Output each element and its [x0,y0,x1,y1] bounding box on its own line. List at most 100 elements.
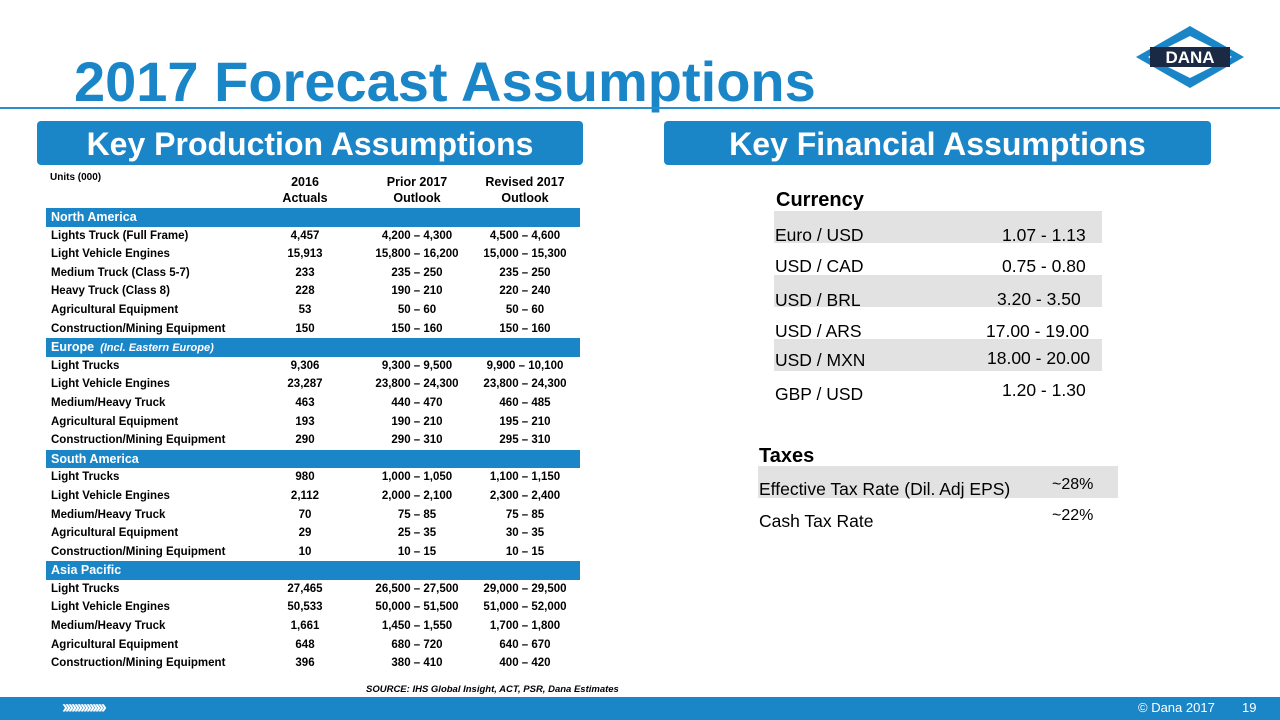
actuals-2016: 150 [295,322,315,335]
segment-name: Construction/Mining Equipment [51,545,226,558]
prior-outlook: 290 – 310 [391,434,443,447]
table-row: Lights Truck (Full Frame) 4,457 4,200 – 4,… [46,227,580,246]
prior-outlook: 1,000 – 1,050 [381,471,453,484]
revised-outlook: 30 – 35 [505,527,545,540]
table-row: Medium Truck (Class 5-7) 233 235 – 250 235 … [46,264,580,283]
revised-outlook: 220 – 240 [499,285,551,298]
col-header-line: 2016 [291,175,319,189]
segment-name: Agricultural Equipment [51,527,179,540]
region-name: Asia Pacific [51,563,122,578]
revised-outlook: 400 – 420 [499,657,551,670]
actuals-2016: 648 [295,638,315,651]
actuals-2016: 980 [295,471,315,484]
prior-outlook: 150 – 160 [391,322,443,335]
segment-name: Agricultural Equipment [51,638,179,651]
table-row: Construction/Mining Equipment 396 380 – 41… [46,654,580,673]
region-header: North America [46,208,580,227]
segment-name: Light Vehicle Engines [51,489,170,502]
region-label: Europe (Incl. Eastern Europe) [51,338,214,358]
segment-name: Light Vehicle Engines [51,378,170,391]
actuals-2016: 29 [298,527,312,540]
actuals-2016: 193 [295,415,315,428]
revised-outlook: 15,000 – 15,300 [483,248,567,261]
segment-name: Light Trucks [51,582,120,595]
col-header-line: Actuals [282,191,328,205]
revised-outlook: 23,800 – 24,300 [483,378,567,391]
prior-outlook: 440 – 470 [391,396,443,409]
prior-outlook: 1,450 – 1,550 [381,620,453,633]
currency-pair: USD / MXN [775,350,866,370]
actuals-2016: 70 [298,508,312,521]
currency-range: 3.20 - 3.50 [997,289,1081,309]
logo-text: DANA [1165,48,1214,67]
tax-label: Cash Tax Rate [759,511,874,531]
currency-range: 1.20 - 1.30 [1002,380,1086,400]
revised-outlook: 9,900 – 10,100 [486,359,564,372]
col-header-line: Revised 2017 [485,175,565,189]
revised-outlook: 460 – 485 [499,396,551,409]
actuals-2016: 50,533 [287,601,323,614]
currency-shade [774,339,1102,371]
segment-name: Construction/Mining Equipment [51,322,226,335]
page-title: 2017 Forecast Assumptions [74,50,816,113]
prior-outlook: 190 – 210 [391,285,443,298]
actuals-2016: 1,661 [290,620,320,633]
page-number: 19 [1242,700,1257,715]
table-row: Light Trucks 27,465 26,500 – 27,500 29,000 … [46,580,580,599]
table-row: Light Trucks 9,306 9,300 – 9,500 9,900 – 10… [46,357,580,376]
prior-outlook: 75 – 85 [397,508,437,521]
taxes-heading: Taxes [759,445,815,467]
revised-outlook: 1,100 – 1,150 [489,471,561,484]
prior-outlook: 15,800 – 16,200 [375,248,459,261]
segment-name: Lights Truck (Full Frame) [51,229,189,242]
production-banner: Key Production Assumptions [37,121,583,165]
actuals-2016: 233 [295,266,315,279]
actuals-2016: 9,306 [290,359,320,372]
segment-name: Construction/Mining Equipment [51,657,226,670]
revised-outlook: 235 – 250 [499,266,551,279]
prior-outlook: 50,000 – 51,500 [375,601,459,614]
table-row: Light Trucks 980 1,000 – 1,050 1,100 – 1,15… [46,468,580,487]
prior-outlook: 10 – 15 [397,545,437,558]
prior-outlook: 25 – 35 [397,527,437,540]
table-row: Construction/Mining Equipment 290 290 – 31… [46,431,580,450]
table-row: Agricultural Equipment 53 50 – 60 50 – 60 [46,301,580,320]
actuals-2016: 27,465 [287,582,323,595]
segment-name: Medium/Heavy Truck [51,508,166,521]
currency-range: 0.75 - 0.80 [1002,256,1086,276]
segment-name: Agricultural Equipment [51,415,179,428]
region-header: South America [46,449,580,469]
table-row: Agricultural Equipment 193 190 – 210 195 – … [46,413,580,432]
currency-range: 1.07 - 1.13 [1002,225,1086,245]
tax-value: ~22% [1052,507,1094,524]
revised-outlook: 50 – 60 [505,303,545,316]
source-note: SOURCE: IHS Global Insight, ACT, PSR, Da… [366,684,619,695]
table-row: Light Vehicle Engines 15,913 15,800 – 16,2… [46,245,580,264]
chevron-pattern-icon: ›››››››››››››› [62,697,107,717]
table-row: Medium/Heavy Truck 70 75 – 85 75 – 85 [46,506,580,525]
prior-outlook: 680 – 720 [391,638,443,651]
prior-outlook: 9,300 – 9,500 [381,359,453,372]
table-row: Agricultural Equipment 29 25 – 35 30 – 35 [46,524,580,543]
segment-name: Light Trucks [51,359,120,372]
table-row: Agricultural Equipment 648 680 – 720 640 – … [46,636,580,655]
currency-pair: Euro / USD [775,225,864,245]
col-header-line: Outlook [501,191,549,205]
segment-name: Light Vehicle Engines [51,248,170,261]
revised-outlook: 295 – 310 [499,434,551,447]
region-note: (Incl. Eastern Europe) [100,342,214,355]
prior-outlook: 2,000 – 2,100 [381,489,453,502]
currency-range: 17.00 - 19.00 [986,321,1090,341]
table-row: Medium/Heavy Truck 1,661 1,450 – 1,550 1,70… [46,617,580,636]
revised-outlook: 75 – 85 [505,508,545,521]
table-row: Light Vehicle Engines 2,112 2,000 – 2,100 2… [46,487,580,506]
region-header: Europe (Incl. Eastern Europe) [46,338,580,357]
revised-outlook: 195 – 210 [499,415,551,428]
currency-shade [774,211,1102,243]
prior-outlook: 380 – 410 [391,657,443,670]
segment-name: Medium/Heavy Truck [51,620,166,633]
segment-name: Medium Truck (Class 5-7) [51,266,190,279]
taxes-shade [758,466,1118,498]
segment-name: Agricultural Equipment [51,303,179,316]
revised-outlook: 150 – 160 [499,322,551,335]
